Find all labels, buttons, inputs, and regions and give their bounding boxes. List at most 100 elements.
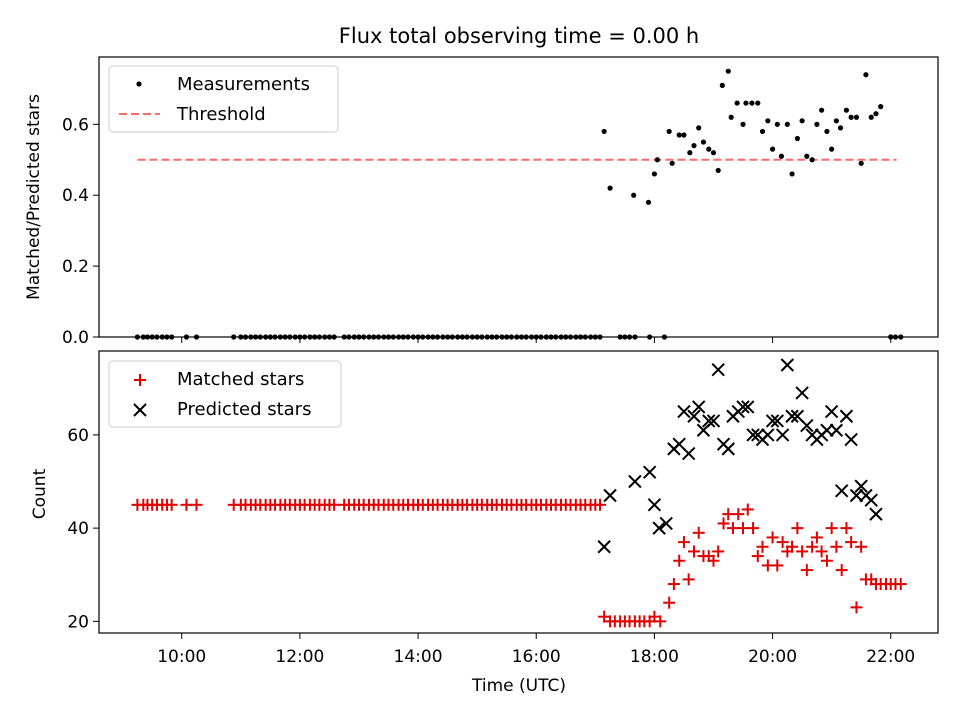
predicted-stars-point [603,488,617,503]
matched-stars-point [751,550,764,563]
measurement-point [743,100,749,106]
matched-stars-point [766,531,779,544]
predicted-stars-point [761,428,775,442]
matched-stars-point [692,526,705,539]
measurement-point [710,150,717,156]
measurement-point [691,143,697,149]
matched-stars-point [791,522,804,535]
predicted-stars-point [597,540,611,554]
matched-stars-point [810,531,823,544]
measurement-point [873,111,879,117]
matched-stars-point [815,545,828,558]
measurement-point [706,146,712,152]
measurement-point [728,114,734,120]
bottom-legend-box [108,360,342,428]
x-tick-label: 16:00 [512,647,561,667]
measurement-point [778,153,785,159]
matched-stars-point [825,522,838,535]
measurement-point [607,185,613,191]
x-axis-label: Time (UTC) [471,676,566,696]
matched-stars-point [732,508,745,521]
measurement-point [669,160,675,166]
matched-stars-point [682,573,695,586]
matched-stars-point [840,522,853,535]
top-legend: Measurements Threshold [108,65,339,133]
top-x-ticks [181,337,892,343]
y-tick-label: 20 [67,612,89,632]
y-tick-label: 0.4 [62,186,89,206]
matched-stars-point [687,545,700,558]
matched-stars-point [835,564,848,577]
matched-stars-point [855,540,868,553]
predicted-stars-point [647,498,662,512]
matched-stars-point [796,545,809,558]
top-panel: 0.0 0.2 0.4 0.6 Matched/Predicted stars Mea… [24,56,939,348]
legend-threshold-label: Threshold [176,104,266,125]
matched-stars-point [747,522,760,535]
bottom-y-axis-label: Count [30,468,50,519]
predicted-stars-point [775,428,790,442]
measurement-point [878,104,884,110]
predicted-stars-point [692,400,706,414]
measurement-point [804,153,810,159]
predicted-stars-point [711,362,725,377]
measurement-point [814,121,820,127]
predicted-stars-point [677,404,691,419]
matched-stars-point [737,522,750,535]
legend-matched-label: Matched stars [177,369,304,390]
matched-stars-point [786,540,799,553]
predicted-stars-point [820,423,834,437]
bottom-legend: Matched stars Predicted stars [108,360,342,428]
measurement-point [601,128,607,135]
bottom-y-ticks: 20 40 60 [67,426,99,632]
legend-matched-marker [134,374,146,386]
matched-stars-point [820,554,833,567]
bottom-panel: 20 40 60 10:00 12:00 14:00 16:00 18:00 20:00 22:… [30,350,939,696]
matched-stars-point [741,503,754,516]
predicted-stars-point [706,414,721,428]
predicted-stars-point [844,432,858,447]
measurement-point [715,167,721,174]
matched-stars-point [594,498,607,511]
measurement-point [696,125,702,131]
measurement-point [687,150,693,156]
chart-title: Flux total observing time = 0.00 h [339,24,699,48]
matched-stars-point [707,554,720,567]
bottom-plot-area [131,358,907,628]
measurement-point [868,114,874,120]
matched-stars-point [756,540,769,553]
y-tick-label: 0.0 [62,328,89,348]
measurement-point [666,128,672,135]
matched-stars-point [717,517,730,530]
bottom-axes-frame [98,350,939,634]
predicted-stars-point [659,516,673,531]
measurement-point [700,139,707,145]
measurement-point [863,72,869,78]
top-plot-area [134,68,904,340]
matched-stars-point [771,559,784,572]
matched-stars-point [677,536,690,549]
predicted-stars-point [721,442,735,456]
measurement-point [734,100,740,106]
matched-stars-point [830,540,843,553]
matched-stars-point [806,540,819,553]
y-tick-label: 40 [67,519,89,539]
y-tick-label: 60 [67,426,89,446]
x-tick-label: 14:00 [394,647,443,667]
predicted-stars-point [849,488,864,503]
measurement-point [740,121,746,127]
matched-stars-point [712,545,725,558]
measurement-point [858,160,864,166]
measurement-point [848,114,854,120]
measurement-point [843,107,850,113]
legend-predicted-marker [133,403,147,417]
x-tick-label: 10:00 [157,647,206,667]
matched-stars-point [190,498,203,511]
predicted-stars-point [765,414,780,428]
predicted-stars-point [869,507,883,521]
measurement-point [719,82,725,88]
matched-stars-point [673,554,686,567]
matched-stars-point [845,536,858,549]
x-tick-label: 12:00 [275,647,324,667]
